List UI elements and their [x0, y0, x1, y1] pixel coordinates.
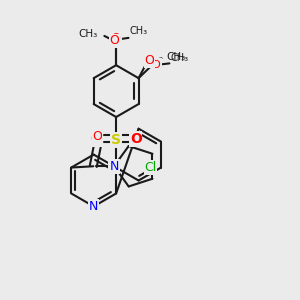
Text: CH₃: CH₃ — [167, 52, 186, 61]
Text: CH₃: CH₃ — [129, 26, 148, 36]
Text: O: O — [110, 34, 120, 47]
Text: Cl: Cl — [144, 161, 157, 174]
Text: O: O — [92, 130, 102, 143]
Text: N: N — [89, 200, 98, 213]
Text: N: N — [109, 160, 119, 173]
Text: O: O — [152, 60, 161, 70]
Text: S: S — [111, 133, 121, 147]
Text: O: O — [91, 132, 102, 146]
Text: O: O — [130, 132, 142, 146]
Text: O: O — [144, 55, 154, 68]
Text: CH₃: CH₃ — [170, 52, 188, 62]
Text: O: O — [112, 34, 121, 44]
Text: CH₃: CH₃ — [79, 28, 98, 39]
